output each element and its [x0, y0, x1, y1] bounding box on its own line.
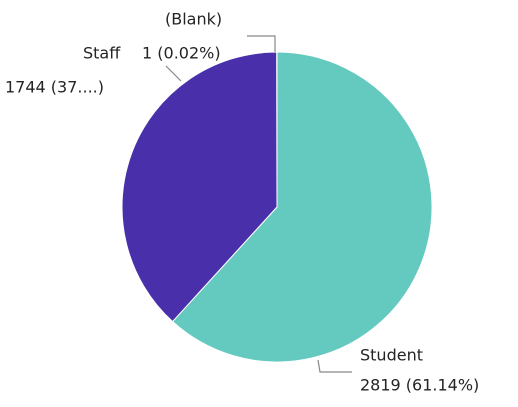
category-label: Staff	[83, 44, 121, 63]
leader-line	[318, 360, 352, 372]
category-label: (Blank)	[165, 10, 222, 29]
value-label: 2819 (61.14%)	[360, 376, 479, 395]
category-label: Student	[360, 346, 423, 365]
value-label: 1 (0.02%)	[142, 44, 221, 63]
pie	[122, 52, 432, 362]
leader-line	[166, 66, 181, 81]
value-label: 1744 (37....)	[5, 78, 104, 97]
leader-line	[247, 36, 275, 52]
